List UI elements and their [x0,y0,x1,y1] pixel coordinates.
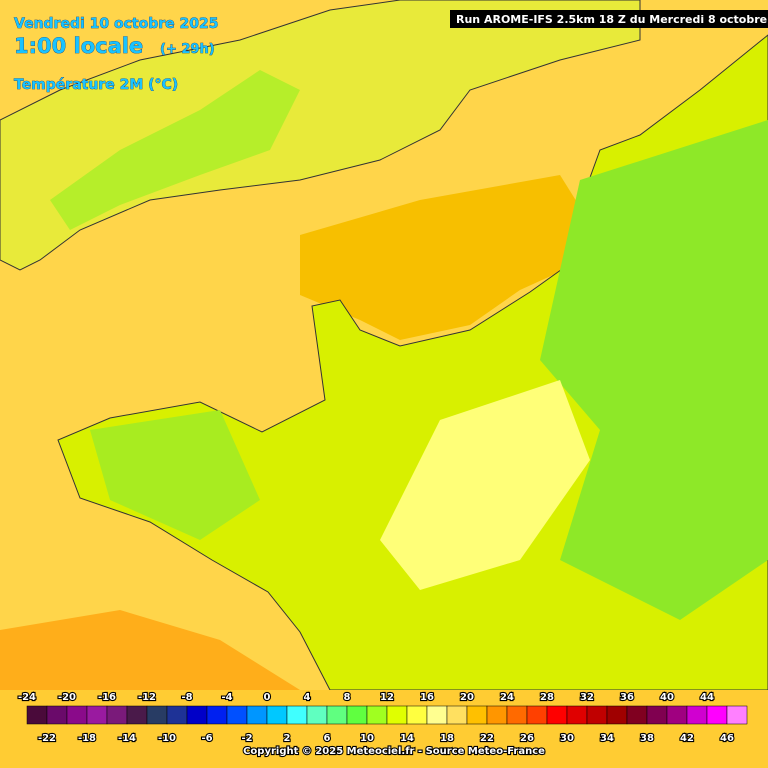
parameter: Température 2M (°C) [14,77,178,93]
legend-swatch [626,705,648,725]
legend-label: 22 [480,733,494,744]
legend-label: -22 [38,733,56,744]
run-info: Run AROME-IFS 2.5km 18 Z du Mercredi 8 o… [456,13,768,26]
legend-label: -6 [201,733,212,744]
legend-label: -8 [181,692,192,703]
legend-swatch [86,705,108,725]
legend-label: 6 [324,733,331,744]
legend-swatch [426,705,448,725]
legend-swatch [726,705,748,725]
legend-label: -10 [158,733,176,744]
legend-label: 2 [284,733,291,744]
legend-label: 30 [560,733,574,744]
legend-label: 38 [640,733,654,744]
legend-label: -20 [58,692,76,703]
legend-swatch [526,705,548,725]
legend-swatch [506,705,528,725]
legend-swatch [406,705,428,725]
legend-label: -16 [98,692,116,703]
legend-label: -14 [118,733,136,744]
legend-label: 36 [620,692,634,703]
legend-label: 18 [440,733,454,744]
france-green-patch [540,120,768,620]
brittany-green-patch [90,410,260,540]
legend-label: -18 [78,733,96,744]
run-info-box [450,10,768,28]
legend-swatch [186,705,208,725]
legend-label: 28 [540,692,554,703]
legend-label: 4 [304,692,311,703]
channel-sea [300,175,585,340]
legend-label: 46 [720,733,734,744]
legend-swatch [106,705,128,725]
legend-label: 26 [520,733,534,744]
legend-swatch [326,705,348,725]
legend-swatch [586,705,608,725]
legend-label: 42 [680,733,694,744]
legend-label: 20 [460,692,474,703]
legend-swatch [306,705,328,725]
legend-swatch [546,705,568,725]
copyright: Copyright © 2025 Meteociel.fr - Source M… [243,746,545,757]
legend-swatch [606,705,628,725]
legend-swatch [686,705,708,725]
lead-time: (+ 29h) [160,42,215,57]
legend-swatch [346,705,368,725]
color-legend: -24-22-20-18-16-14-12-10-8-6-4-202468101… [17,691,748,745]
legend-label: -4 [221,692,232,703]
legend-background [0,690,768,768]
legend-swatch [246,705,268,725]
legend-swatch [126,705,148,725]
legend-swatch [66,705,88,725]
legend-label: 16 [420,692,434,703]
legend-swatch [706,705,728,725]
legend-swatch [666,705,688,725]
legend-swatch [286,705,308,725]
legend-swatch [486,705,508,725]
legend-swatch [566,705,588,725]
legend-swatch [646,705,668,725]
legend-swatch [226,705,248,725]
legend-swatch [166,705,188,725]
atlantic-warm-sea [0,610,300,690]
france-mild-patch [380,380,590,590]
legend-label: 44 [700,692,714,703]
legend-swatch [366,705,388,725]
legend-label: -12 [138,692,156,703]
legend-label: 14 [400,733,414,744]
legend-label: 40 [660,692,674,703]
legend-label: -24 [18,692,36,703]
legend-swatch [386,705,408,725]
england-warm-patch [50,70,300,230]
legend-swatch [206,705,228,725]
legend-label: 12 [380,692,394,703]
legend-label: -2 [241,733,252,744]
legend-swatch [266,705,288,725]
legend-label: 32 [580,692,594,703]
date: Vendredi 10 octobre 2025 [14,16,219,32]
legend-label: 34 [600,733,614,744]
legend-label: 10 [360,733,374,744]
legend-swatch [466,705,488,725]
england-land [0,0,641,271]
legend-swatch [46,705,68,725]
legend-swatch [146,705,168,725]
legend-swatch [26,705,48,725]
time: 1:00 locale [14,34,143,58]
legend-label: 8 [344,692,351,703]
legend-label: 0 [264,692,271,703]
legend-label: 24 [500,692,514,703]
legend-swatch [446,705,468,725]
